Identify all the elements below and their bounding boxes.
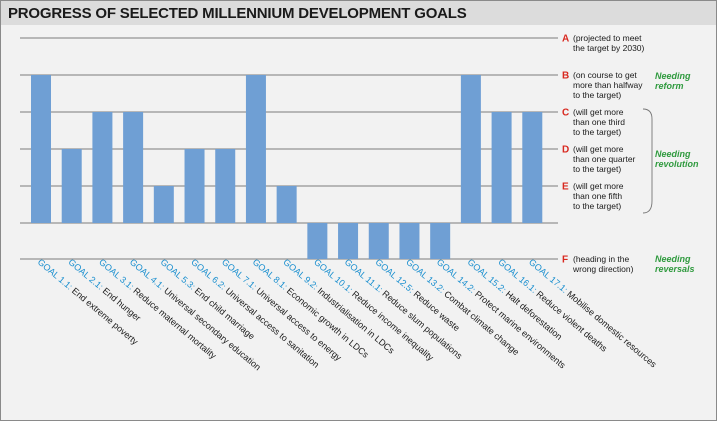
level-letter-e: E bbox=[562, 182, 569, 193]
bar-12 bbox=[368, 223, 389, 259]
level-letter-f: F bbox=[562, 255, 568, 266]
bar-15 bbox=[460, 75, 481, 223]
bar-5 bbox=[153, 186, 174, 223]
bar-4 bbox=[123, 112, 144, 223]
level-desc-a: (projected to meet bbox=[573, 33, 642, 43]
category-label-9: GOAL 9.2: Industrialisation in LDCs bbox=[281, 257, 396, 356]
bar-9 bbox=[276, 186, 297, 223]
bar-2 bbox=[61, 149, 82, 223]
bar-7 bbox=[215, 149, 236, 223]
bar-14 bbox=[430, 223, 451, 259]
level-desc-b: more than halfway bbox=[573, 80, 643, 90]
group-label-2: reversals bbox=[655, 264, 695, 274]
level-desc-e: than one fifth bbox=[573, 191, 622, 201]
level-letter-d: D bbox=[562, 145, 569, 156]
level-letter-a: A bbox=[562, 34, 569, 45]
level-desc-b: (on course to get bbox=[573, 70, 637, 80]
level-letter-c: C bbox=[562, 108, 569, 119]
revolution-bracket bbox=[642, 108, 653, 214]
group-label-0: Needing bbox=[655, 71, 691, 81]
bar-13 bbox=[399, 223, 420, 259]
level-desc-c: (will get more bbox=[573, 107, 624, 117]
bar-16 bbox=[491, 112, 512, 223]
bar-10 bbox=[307, 223, 328, 259]
level-desc-c: to the target) bbox=[573, 127, 621, 137]
level-desc-d: to the target) bbox=[573, 164, 621, 174]
bar-11 bbox=[338, 223, 359, 259]
group-label-1: revolution bbox=[655, 159, 699, 169]
chart-title: PROGRESS OF SELECTED MILLENNIUM DEVELOPM… bbox=[8, 5, 467, 22]
level-desc-d: than one quarter bbox=[573, 154, 636, 164]
bar-6 bbox=[184, 149, 205, 223]
level-desc-e: (will get more bbox=[573, 181, 624, 191]
level-desc-d: (will get more bbox=[573, 144, 624, 154]
level-desc-f: wrong direction) bbox=[572, 264, 634, 274]
group-label-0: reform bbox=[655, 81, 684, 91]
title-bar: PROGRESS OF SELECTED MILLENNIUM DEVELOPM… bbox=[1, 1, 716, 25]
bar-1 bbox=[31, 75, 51, 223]
level-desc-a: the target by 2030) bbox=[573, 43, 645, 53]
level-letter-b: B bbox=[562, 71, 569, 82]
category-label-13: GOAL 13.2: Combat climate change bbox=[404, 257, 521, 357]
group-label-1: Needing bbox=[655, 149, 691, 159]
group-label-2: Needing bbox=[655, 254, 691, 264]
bar-3 bbox=[92, 112, 113, 223]
level-desc-f: (heading in the bbox=[573, 254, 630, 264]
level-desc-c: than one third bbox=[573, 117, 625, 127]
bar-8 bbox=[245, 75, 266, 223]
level-desc-e: to the target) bbox=[573, 201, 621, 211]
bar-17 bbox=[522, 112, 543, 223]
level-desc-b: to the target) bbox=[573, 90, 621, 100]
